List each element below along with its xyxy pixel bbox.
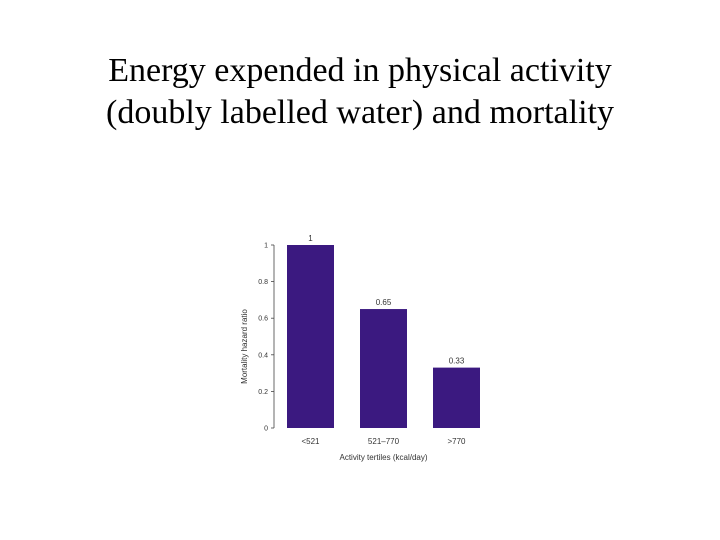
x-category-label: 521–770	[368, 437, 400, 446]
y-axis: 0 0.2 0.4 0.6 0.8 1	[258, 243, 275, 433]
slide-title: Energy expended in physical activity (do…	[0, 50, 720, 134]
x-category-label: >770	[447, 437, 466, 446]
y-tick-label: 0.8	[258, 279, 268, 286]
bar-data-label: 1	[308, 234, 313, 243]
bar	[360, 309, 407, 428]
y-tick-label: 1	[264, 243, 268, 250]
slide-title-line-2: (doubly labelled water) and mortality	[106, 94, 614, 131]
y-axis-title: Mortality hazard ratio	[240, 309, 249, 384]
x-axis-categories: <521 521–770 >770	[301, 437, 466, 446]
x-category-label: <521	[301, 437, 320, 446]
bar	[433, 367, 480, 428]
bar-data-label: 0.33	[449, 357, 465, 366]
y-tick-label: 0	[264, 426, 268, 433]
data-labels: 1 0.65 0.33	[308, 234, 465, 366]
bar-data-label: 0.65	[376, 298, 392, 307]
y-tick-label: 0.4	[258, 352, 268, 359]
x-axis-title: Activity tertiles (kcal/day)	[339, 453, 427, 462]
bars	[287, 245, 480, 428]
slide-title-line-1: Energy expended in physical activity	[108, 52, 612, 89]
y-tick-label: 0.2	[258, 389, 268, 396]
y-tick-label: 0.6	[258, 316, 268, 323]
bar	[287, 245, 334, 428]
